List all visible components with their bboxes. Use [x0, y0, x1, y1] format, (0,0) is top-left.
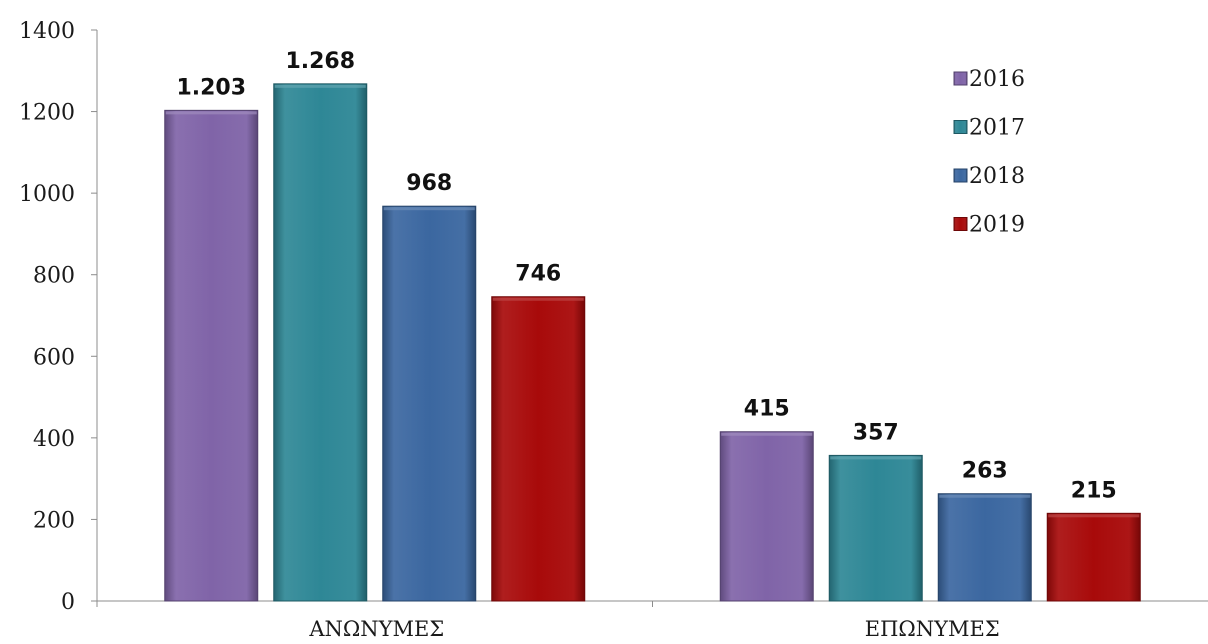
y-tick-label: 0 — [61, 590, 75, 615]
y-tick-label: 800 — [33, 264, 75, 289]
y-tick-label: 600 — [33, 345, 75, 370]
data-label-2016-2: 415 — [744, 397, 790, 422]
data-label-2018-1: 968 — [406, 171, 452, 196]
bar-2019-1 — [491, 296, 586, 602]
y-tick-label: 200 — [33, 508, 75, 533]
legend: 2016 2017 2018 2019 — [953, 67, 1025, 238]
y-tick-label: 1400 — [19, 19, 75, 44]
data-label-2017-2: 357 — [853, 420, 899, 445]
bar-highlight — [274, 84, 366, 88]
y-tick-label: 1200 — [19, 101, 75, 126]
data-label-2019-2: 215 — [1071, 478, 1117, 503]
legend-swatch-2017 — [953, 120, 968, 134]
legend-label-2018: 2018 — [969, 164, 1025, 189]
legend-label-2016: 2016 — [969, 67, 1025, 92]
bars — [164, 83, 1141, 602]
legend-label-2019: 2019 — [969, 213, 1025, 238]
bar-2019-2 — [1046, 512, 1141, 602]
bar-2017-1 — [273, 83, 368, 602]
data-label-2018-2: 263 — [962, 459, 1008, 484]
bar-highlight — [165, 111, 257, 115]
legend-swatch-2018 — [953, 168, 968, 183]
bar-highlight — [721, 432, 813, 436]
bar-highlight — [492, 297, 584, 301]
bar-2018-2 — [937, 493, 1032, 602]
bar-2016-1 — [164, 109, 259, 602]
bar-highlight — [939, 494, 1031, 498]
x-category-label: ΕΠΩΝΥΜΕΣ — [865, 617, 1000, 641]
data-label-2019-1: 746 — [515, 262, 561, 287]
legend-swatch-2016 — [953, 71, 968, 86]
bar-highlight — [383, 207, 475, 211]
bar-2016-2 — [719, 431, 814, 602]
bar-2018-1 — [382, 205, 477, 602]
axes: 0 200 400 600 800 1000 1200 1400 ΑΝΩΝΥΜΕΣ ΕΠΩΝΥΜΕ… — [19, 19, 1208, 641]
legend-swatch-2019 — [953, 217, 968, 231]
y-tick-label: 1000 — [19, 182, 75, 207]
data-labels: 1.203 1.268 968 746 415 357 263 215 — [176, 49, 1116, 503]
y-tick-label: 400 — [33, 427, 75, 452]
data-label-2017-1: 1.268 — [285, 49, 355, 74]
bar-2017-2 — [828, 454, 923, 602]
bar-highlight — [1048, 514, 1140, 518]
bar-highlight — [830, 456, 922, 460]
legend-label-2017: 2017 — [969, 116, 1025, 141]
x-category-label: ΑΝΩΝΥΜΕΣ — [308, 617, 444, 641]
data-label-2016-1: 1.203 — [176, 75, 246, 100]
